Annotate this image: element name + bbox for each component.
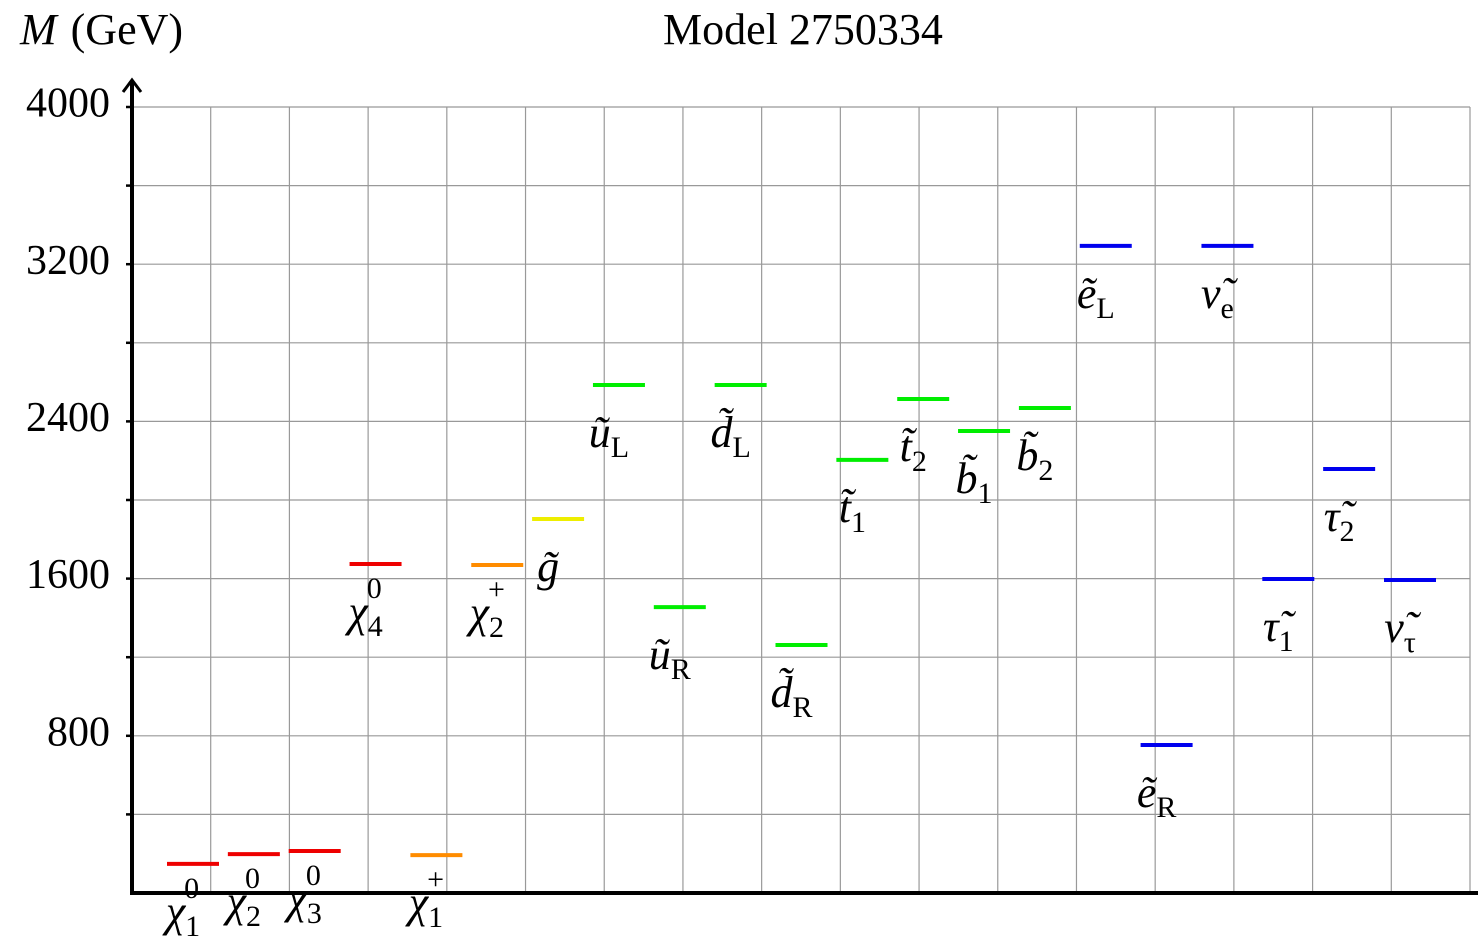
particle-symbol: d̃ — [770, 668, 794, 717]
particle-subscript: τ — [1404, 626, 1416, 659]
particle-label: χ1 + — [405, 863, 444, 934]
particle-symbol: χ — [223, 877, 248, 926]
particle-label: b̃2 — [1016, 431, 1053, 487]
particle-label: t̃2 — [900, 422, 927, 478]
particle-label: χ2 0 — [223, 862, 261, 933]
particle-symbol: χ — [405, 878, 430, 927]
particle-subscript: 2 — [1340, 515, 1355, 548]
particle-label: χ3 0 — [284, 859, 322, 930]
particle-subscript: 4 — [368, 610, 383, 643]
particle-symbol: b̃ — [956, 454, 979, 503]
particle-subscript: 3 — [307, 897, 322, 930]
particle-label: ũR — [649, 630, 691, 686]
particle-symbol: ẽ — [1137, 768, 1158, 817]
particle-symbol: g̃ — [537, 542, 560, 591]
particle-symbol: d̃ — [710, 408, 734, 457]
y-tick-label: 2400 — [26, 395, 110, 441]
particle-superscript: + — [488, 573, 505, 606]
particle-label: t̃1 — [839, 483, 866, 539]
particle-symbol: χ — [344, 587, 369, 636]
particle-symbol: χ — [284, 874, 309, 923]
particle-subscript: 2 — [912, 445, 927, 478]
y-axis-arrow — [121, 77, 143, 93]
particle-label: ẽR — [1137, 768, 1177, 824]
particle-label: d̃R — [770, 668, 812, 724]
particle-symbol: ũ — [649, 630, 671, 679]
particle-label: ẽL — [1077, 269, 1115, 325]
particle-label: d̃L — [710, 408, 750, 464]
chart-title: Model 2750334 — [663, 5, 943, 54]
particle-superscript: 0 — [306, 859, 321, 892]
particle-subscript: 2 — [246, 900, 261, 933]
particle-label: g̃ — [537, 542, 560, 591]
y-axis-label: M (GeV) — [19, 5, 183, 54]
particle-symbol: ẽ — [1077, 269, 1098, 318]
particle-subscript: R — [792, 691, 812, 724]
particle-superscript: 0 — [245, 862, 260, 895]
particle-subscript: 2 — [489, 611, 504, 644]
particle-subscript: R — [671, 653, 691, 686]
particle-subscript: 1 — [1279, 625, 1294, 658]
particle-subscript: e — [1221, 292, 1234, 325]
particle-symbol: b̃ — [1016, 431, 1039, 480]
particle-subscript: L — [732, 431, 750, 464]
y-tick-label: 800 — [47, 709, 110, 755]
particle-label: ũL — [589, 408, 629, 464]
particle-label: χ2 + — [466, 573, 505, 644]
particle-subscript: 1 — [428, 901, 443, 934]
particle-label: ν̃τ — [1384, 603, 1422, 659]
particle-label: τ̃1 — [1263, 602, 1297, 658]
particle-subscript: 1 — [185, 910, 200, 943]
particle-subscript: 2 — [1038, 454, 1053, 487]
particle-subscript: L — [1096, 292, 1114, 325]
particle-subscript: L — [611, 431, 629, 464]
y-tick-label: 1600 — [26, 552, 110, 598]
particle-subscript: 1 — [851, 506, 866, 539]
particle-label: ν̃e — [1201, 269, 1239, 325]
particle-symbol: χ — [162, 887, 187, 936]
y-tick-label: 3200 — [26, 238, 110, 284]
particle-label: χ4 0 — [344, 572, 382, 643]
particle-subscript: R — [1156, 791, 1176, 824]
particle-superscript: 0 — [367, 572, 382, 605]
particle-label: b̃1 — [956, 454, 993, 510]
y-axis-unit: (GeV) — [71, 5, 183, 54]
y-tick-label: 4000 — [26, 81, 110, 127]
particle-symbol: χ — [466, 588, 491, 637]
particle-symbol: ũ — [589, 408, 611, 457]
y-axis-symbol: M — [19, 5, 59, 54]
particle-superscript: 0 — [184, 872, 199, 905]
particle-subscript: 1 — [978, 477, 993, 510]
particle-superscript: + — [427, 863, 444, 896]
particle-label: χ1 0 — [162, 872, 200, 943]
